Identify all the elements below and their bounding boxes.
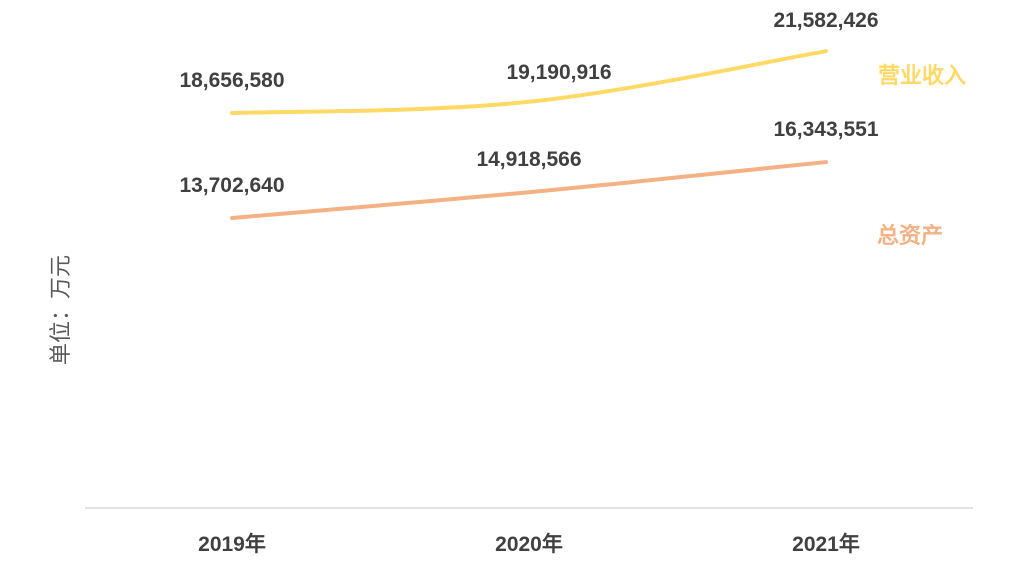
x-tick-label: 2021年 <box>792 532 860 556</box>
x-tick-label: 2019年 <box>198 532 266 556</box>
data-label: 19,190,916 <box>506 61 611 84</box>
axis-layer: 2019年 2020年 2021年 <box>85 507 973 556</box>
data-label: 18,656,580 <box>179 69 284 92</box>
x-tick-label: 2020年 <box>495 532 563 556</box>
series-total-assets-line <box>230 160 828 220</box>
y-axis-label: 单位：万元 <box>48 255 73 365</box>
data-label: 16,343,551 <box>773 118 878 141</box>
series-revenue-line <box>230 49 828 116</box>
data-label: 21,582,426 <box>773 9 878 32</box>
series-total-assets-label: 总资产 <box>877 223 943 248</box>
series-layer <box>230 49 828 220</box>
data-label: 13,702,640 <box>179 174 284 197</box>
series-revenue-label: 营业收入 <box>878 63 966 88</box>
data-label: 14,918,566 <box>476 148 581 171</box>
label-layer: 18,656,580 19,190,916 21,582,426 营业收入 13,702… <box>179 9 966 248</box>
